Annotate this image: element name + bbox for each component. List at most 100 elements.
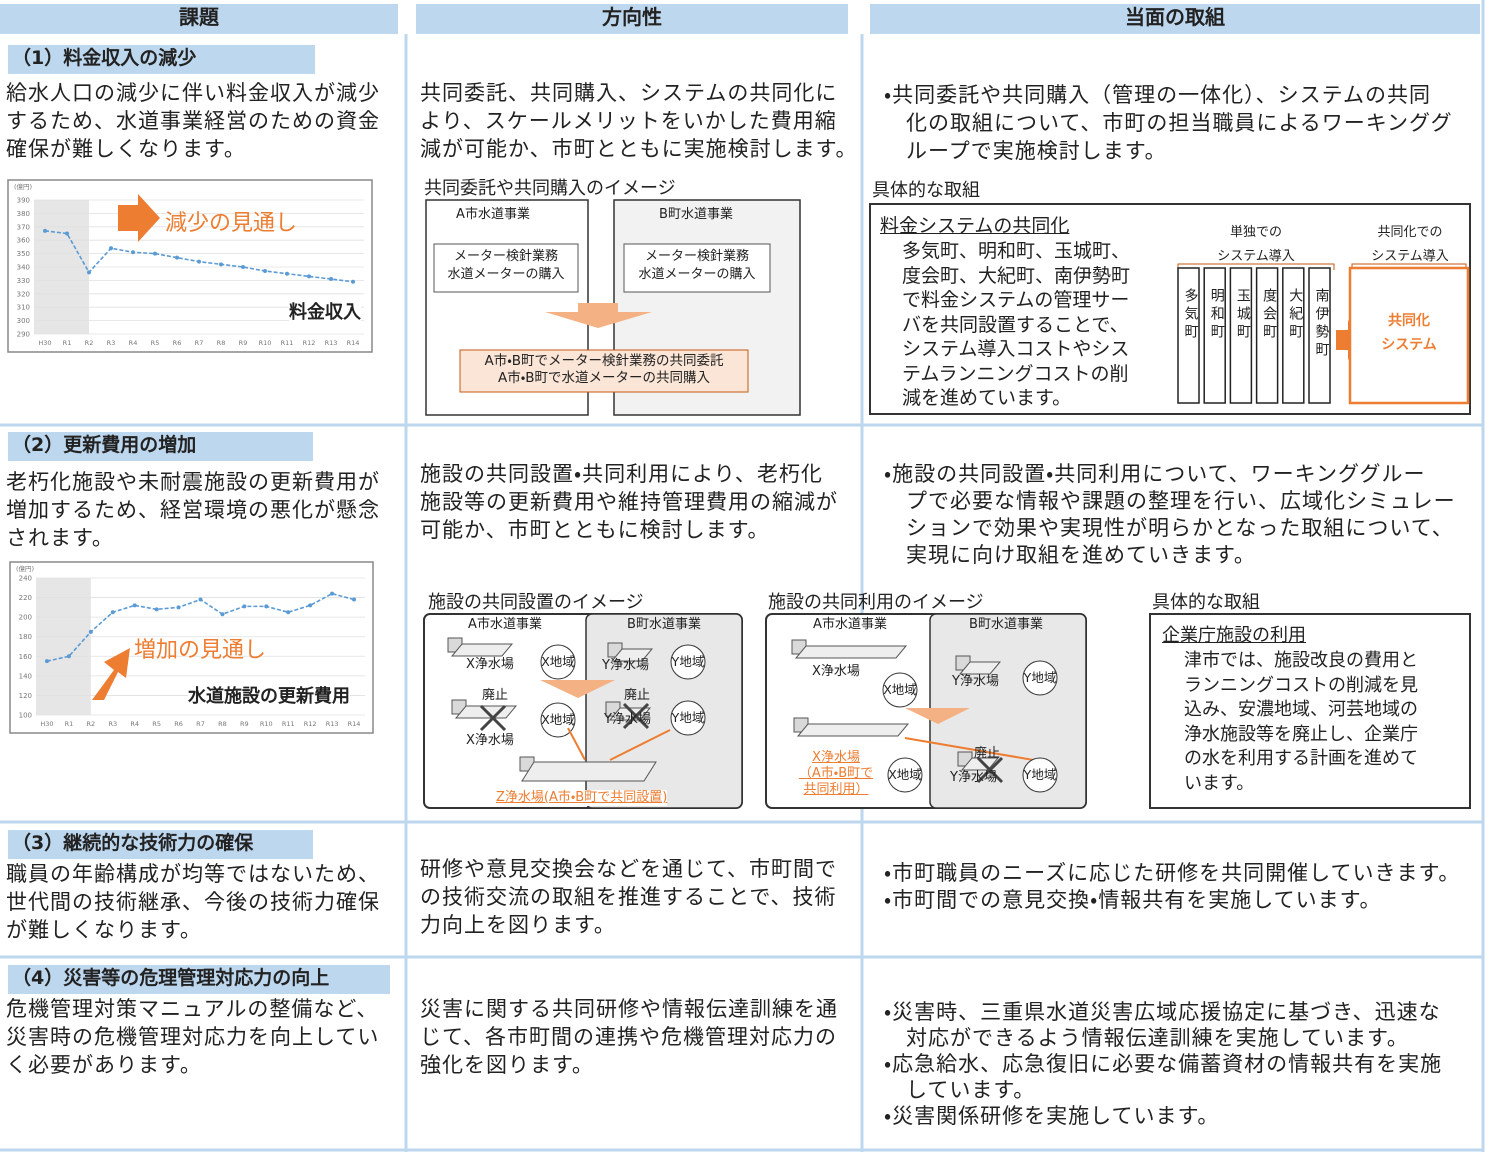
town-name: 玉城町 — [1234, 288, 1251, 342]
action-text: ・共同委託や共同購入（管理の一体化）、システムの共同 — [884, 83, 1432, 107]
action-text: 実現に向け取組を進めていきます。 — [906, 543, 1256, 567]
example-text: 多気町、明和町、玉城町、 — [902, 240, 1131, 262]
plant-label: X浄水場 — [466, 733, 514, 748]
column-header: 当面の取組 — [1125, 5, 1225, 29]
town-name: 多気町 — [1182, 288, 1199, 342]
system-label: システム導入 — [1217, 249, 1295, 264]
y-tick-label: 350 — [17, 250, 30, 258]
data-point — [88, 629, 93, 634]
abolished-label: 廃止 — [482, 688, 509, 703]
x-tick-label: R5 — [151, 339, 160, 347]
data-point — [219, 262, 223, 267]
y-tick-label: 380 — [17, 210, 30, 218]
shared-plant-label: X浄水場 — [812, 750, 860, 765]
result-text: A市・B町でメーター検針業務の共同委託 — [484, 353, 724, 369]
example-label: 具体的な取組 — [872, 180, 980, 201]
y-tick-label: 220 — [19, 594, 32, 602]
x-tick-label: R12 — [304, 720, 317, 728]
data-point — [197, 259, 201, 264]
abolish-mark — [479, 704, 507, 732]
result-box — [459, 349, 749, 393]
y-tick-label: 160 — [19, 653, 32, 661]
town-name: 度会町 — [1261, 288, 1278, 342]
y-tick-label: 180 — [19, 633, 32, 641]
issue-heading-bg — [8, 45, 315, 74]
annotation-arrow — [118, 194, 160, 242]
data-point — [241, 265, 245, 269]
direction-text: 共同委託、共同購入、システムの共同化に — [420, 81, 838, 105]
x-tick-label: R5 — [152, 720, 161, 728]
column-header: 課題 — [179, 5, 219, 29]
data-point — [175, 255, 179, 260]
abolish-mark — [976, 756, 1004, 784]
direction-text: 災害に関する共同研修や情報伝達訓練を通 — [420, 997, 838, 1021]
area-circle — [887, 757, 923, 793]
issue-heading-bg — [8, 432, 313, 461]
x-tick-label: R13 — [326, 720, 339, 728]
diagram-title: 施設の共同利用のイメージ — [768, 592, 984, 613]
merge-arrow — [545, 312, 652, 328]
y-tick-label: 120 — [19, 692, 32, 700]
y-tick-label: 300 — [17, 317, 30, 325]
panel-label: B町水道事業 — [659, 207, 733, 222]
issue-heading: （1）料金収入の減少 — [12, 47, 197, 69]
plant-tank — [610, 648, 654, 662]
y-tick-label: 200 — [19, 614, 32, 622]
x-tick-label: R7 — [196, 720, 205, 728]
direction-text: 強化を図ります。 — [420, 1053, 594, 1077]
action-text: ・災害時、三重県水道災害広域応援協定に基づき、迅速な — [884, 1000, 1441, 1024]
y-tick-label: 310 — [17, 304, 30, 312]
diagram-title: 共同委託や共同購入のイメージ — [424, 178, 676, 199]
direction-text: 力向上を図ります。 — [420, 913, 616, 937]
issue-text: が難しくなります。 — [6, 918, 202, 942]
data-point — [308, 603, 313, 608]
actual-period — [36, 578, 91, 715]
issue-heading: （4）災害等の危理管理対応力の向上 — [12, 967, 330, 989]
panel-label: B町水道事業 — [969, 617, 1043, 632]
area-label: Y地域 — [1023, 767, 1057, 782]
direction-text: 施設等の更新費用や維持管理費用の縮減が — [420, 490, 838, 514]
shared-system-text: 共同化 — [1388, 313, 1430, 329]
issue-text: 世代間の技術継承、今後の技術力確保 — [6, 890, 380, 914]
issue-text: 職員の年齢構成が均等ではないため、 — [6, 862, 380, 886]
town-name: 大紀町 — [1287, 288, 1304, 342]
supply-arrow — [609, 729, 671, 761]
issue-heading: （2）更新費用の増加 — [12, 434, 197, 456]
plant-tank — [958, 661, 1002, 675]
action-text: ループで実施検討します。 — [906, 139, 1167, 163]
example-text: で料金システムの管理サー — [902, 289, 1130, 311]
plant-tank — [521, 761, 657, 782]
area-circle — [540, 644, 576, 680]
y-tick-label: 340 — [17, 264, 30, 272]
data-point — [220, 612, 225, 617]
x-tick-label: R8 — [217, 339, 226, 347]
y-tick-label: 370 — [17, 223, 30, 231]
area-label: X地域 — [541, 712, 575, 727]
shared-system-text: システム — [1381, 337, 1437, 353]
example-text: の水を利用する計画を進めて — [1184, 748, 1418, 769]
panel-label: B町水道事業 — [627, 617, 701, 632]
issue-text: く必要があります。 — [6, 1053, 202, 1077]
task-text: 水道メーターの購入 — [447, 267, 565, 282]
area-label: X地域 — [541, 654, 575, 669]
shared-plant-label: 共同利用） — [803, 782, 869, 797]
direction-text: より、スケールメリットをいかした費用縮 — [420, 109, 837, 133]
issue-heading-bg — [8, 830, 313, 859]
town-box — [1282, 267, 1305, 404]
example-text: 浄水施設等を廃止し、企業庁 — [1184, 723, 1418, 745]
system-label: 共同化での — [1377, 225, 1443, 240]
data-point — [131, 250, 135, 255]
data-point — [198, 597, 203, 602]
y-tick-label: 290 — [17, 331, 30, 339]
x-tick-label: R11 — [282, 720, 295, 728]
merge-arrow — [578, 303, 618, 312]
plant-tank — [796, 723, 910, 737]
change-arrow — [905, 708, 970, 724]
example-text: 度会町、大紀町、南伊勢町 — [902, 264, 1131, 287]
header-bar — [0, 4, 398, 34]
action-text: ・施設の共同設置・共同利用について、ワーキンググルー — [884, 462, 1426, 486]
plant-label: Z浄水場(A市・B町で共同設置) — [496, 790, 668, 806]
area-label: Y地域 — [1023, 670, 1057, 685]
action-text: ・市町間での意見交換・情報共有を実施しています。 — [884, 888, 1382, 912]
unit-label: (億円) — [16, 564, 34, 573]
